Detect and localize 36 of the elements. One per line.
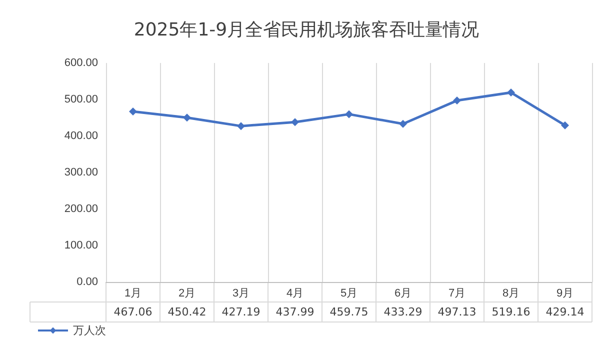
data-label: 433.29	[384, 306, 422, 318]
point	[507, 88, 515, 97]
data-label: 519.16	[492, 306, 530, 318]
x-tick-label: 5月	[340, 288, 358, 300]
y-tick-label: 300.00	[64, 166, 98, 178]
x-tick-label: 4月	[286, 288, 304, 300]
data-label: 459.75	[330, 306, 368, 318]
x-tick-label: 2月	[178, 288, 196, 300]
x-tick-label: 9月	[556, 288, 574, 300]
x-tick-label: 6月	[394, 288, 412, 300]
point	[399, 120, 407, 128]
x-tick-label: 3月	[232, 288, 250, 300]
y-tick-label: 400.00	[64, 130, 98, 142]
point	[129, 108, 137, 116]
x-tick-label: 1月	[124, 288, 142, 300]
data-label: 467.06	[114, 306, 152, 318]
y-tick-label: 500.00	[64, 94, 98, 106]
y-tick-label: 100.00	[64, 240, 98, 252]
y-tick-label: 600.00	[64, 57, 98, 69]
data-label: 450.42	[168, 306, 206, 318]
data-label: 497.13	[438, 306, 476, 318]
point	[561, 121, 569, 130]
point	[183, 114, 191, 122]
y-tick-label: 0.00	[76, 276, 98, 288]
point	[453, 96, 461, 105]
data-label: 429.14	[546, 306, 584, 318]
point	[291, 118, 299, 126]
y-tick-label: 200.00	[64, 203, 98, 215]
chart-title: 2025年1-9月全省民用机场旅客吞吐量情况	[134, 20, 480, 40]
x-tick-label: 7月	[448, 288, 466, 300]
data-label: 427.19	[222, 306, 260, 318]
x-tick-label: 8月	[502, 288, 520, 300]
point	[237, 122, 245, 130]
point	[345, 110, 353, 118]
legend-label: 万人次	[73, 324, 106, 337]
data-label: 437.99	[276, 306, 314, 318]
